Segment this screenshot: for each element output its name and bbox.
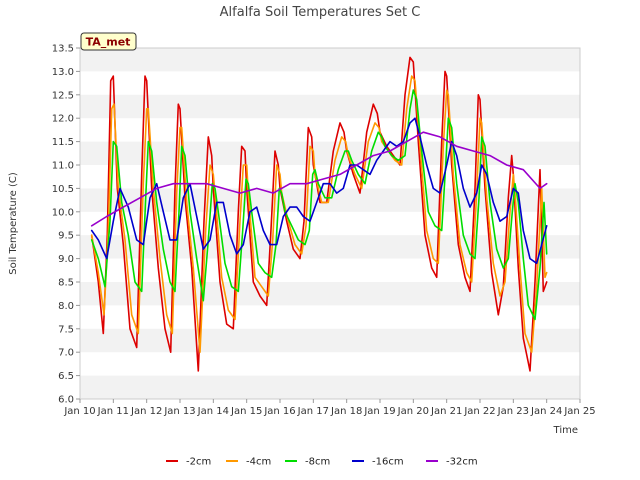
x-tick-label: Jan 16 [263,406,295,417]
legend-label: -32cm [446,457,478,468]
x-tick-label: Jan 25 [563,406,595,417]
series-lines [90,56,548,372]
y-tick-label: 7.0 [58,348,74,359]
y-axis-label: Soil Temperature (C) [8,172,19,275]
plot-area [79,47,581,400]
y-tick-label: 9.0 [58,254,74,265]
y-tick-label: 12.5 [52,90,74,101]
y-tick-label: 8.0 [58,301,74,312]
x-tick-label: Jan 18 [330,406,362,417]
y-axis: 6.0 6.5 7.0 7.5 8.0 8.5 9.0 9.5 10.0 10.5 11.0 11.5… [52,44,80,406]
legend-label: -16cm [372,457,404,468]
x-axis: Jan 10 Jan 11 Jan 12 Jan 13 Jan 14 Jan 15 Jan … [63,399,596,417]
series-line-32cm [90,131,548,227]
series-line-16cm [90,117,548,265]
x-tick-label: Jan 12 [130,406,162,417]
legend: -2cm -4cm -8cm -16cm -32cm [166,457,478,468]
series-line-8cm [90,89,548,321]
x-tick-label: Jan 11 [97,406,129,417]
y-tick-label: 8.5 [58,278,74,289]
y-tick-label: 6.0 [58,395,74,406]
series-line-4cm [90,75,548,354]
x-tick-label: Jan 24 [530,406,562,417]
x-tick-label: Jan 13 [163,406,195,417]
x-tick-label: Jan 17 [297,406,329,417]
x-tick-label: Jan 22 [463,406,495,417]
x-axis-label: Time [553,425,578,436]
y-tick-label: 6.5 [58,371,74,382]
x-tick-label: Jan 20 [397,406,429,417]
x-tick-label: Jan 23 [497,406,529,417]
x-tick-label: Jan 19 [363,406,395,417]
y-tick-label: 11.0 [52,161,74,172]
x-tick-label: Jan 10 [63,406,95,417]
y-tick-label: 9.5 [58,231,74,242]
grid-band [80,141,580,165]
chart-title: Alfalfa Soil Temperatures Set C [220,5,421,20]
grid-band [80,328,580,353]
ta-met-label: TA_met [86,36,131,49]
y-tick-label: 11.5 [52,137,74,148]
x-tick-label: Jan 21 [430,406,462,417]
y-tick-label: 10.0 [52,207,74,218]
x-tick-label: Jan 14 [197,406,229,417]
legend-label: -8cm [305,457,330,468]
legend-label: -4cm [246,457,271,468]
grid-band [80,48,580,72]
x-tick-label: Jan 15 [230,406,262,417]
legend-label: -2cm [186,457,211,468]
grid-band [80,375,580,399]
y-tick-label: 12.0 [52,114,74,125]
y-tick-label: 7.5 [58,324,74,335]
y-tick-label: 13.0 [52,67,74,78]
grid-band [80,94,580,119]
y-tick-label: 10.5 [52,184,74,195]
grid-band [80,282,580,306]
y-tick-label: 13.5 [52,44,74,55]
ta-met-tag: TA_met [80,32,137,51]
